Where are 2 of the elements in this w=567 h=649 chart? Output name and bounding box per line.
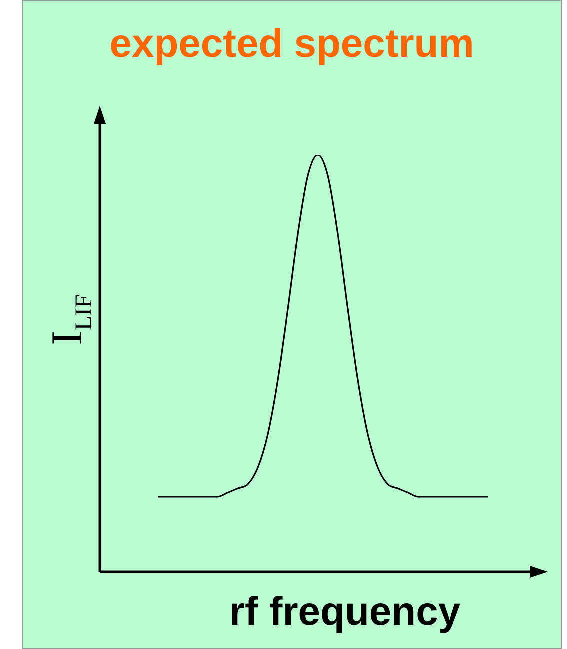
chart-title: expected spectrum [108, 22, 476, 67]
x-axis-title: rf frequency [228, 590, 462, 635]
